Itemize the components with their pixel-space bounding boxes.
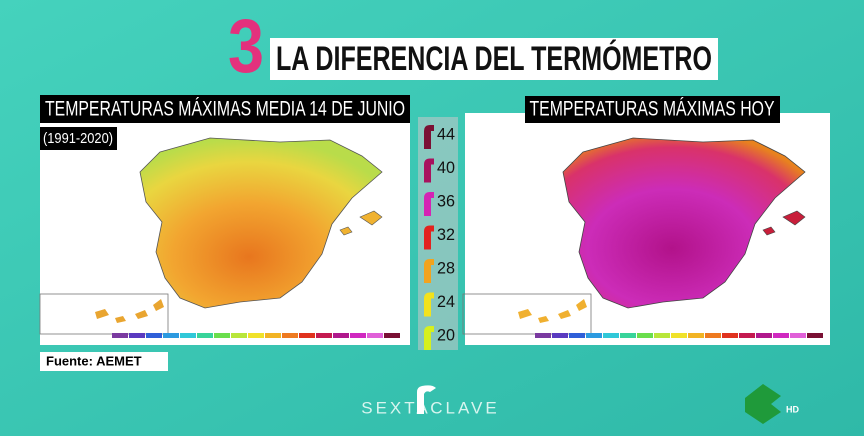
colorbar-swatch bbox=[129, 333, 145, 338]
map-title-box bbox=[40, 95, 410, 123]
map-title: TEMPERATURAS MÁXIMAS MEDIA 14 DE JUNIO bbox=[45, 98, 405, 121]
thermometer-icon bbox=[424, 125, 434, 149]
colorbar-swatch bbox=[333, 333, 349, 338]
title-box bbox=[270, 38, 718, 80]
colorbar-swatch bbox=[807, 333, 823, 338]
source: Fuente: AEMET bbox=[46, 353, 142, 368]
section-number: 3 bbox=[228, 4, 264, 89]
thermometer-icon bbox=[424, 292, 434, 317]
thermometer-icon bbox=[424, 158, 434, 183]
colorbar-swatch bbox=[603, 333, 619, 338]
map-title: TEMPERATURAS MÁXIMAS HOY bbox=[530, 98, 775, 121]
colorbar-swatch bbox=[282, 333, 298, 338]
colorbar-swatch bbox=[180, 333, 196, 338]
thermometer-icon bbox=[424, 225, 434, 250]
map bbox=[462, 137, 806, 335]
legend-label: 24 bbox=[437, 292, 455, 311]
thermometer-icon bbox=[424, 259, 434, 283]
colorbar-swatch bbox=[773, 333, 789, 338]
brand-left: SEXTA bbox=[361, 398, 430, 417]
colorbar-swatch bbox=[552, 333, 568, 338]
legend-label: 32 bbox=[437, 225, 455, 244]
colorbar-swatch bbox=[637, 333, 653, 338]
colorbar-swatch bbox=[688, 333, 704, 338]
colorbar-swatch bbox=[671, 333, 687, 338]
colorbar-swatch bbox=[620, 333, 636, 338]
thermometer-icon bbox=[424, 192, 434, 216]
colorbar-swatch bbox=[316, 333, 332, 338]
colorbar-swatch bbox=[367, 333, 383, 338]
colorbar bbox=[112, 333, 400, 338]
colorbar-swatch bbox=[535, 333, 551, 338]
colorbar-swatch bbox=[248, 333, 264, 338]
colorbar-swatch bbox=[756, 333, 772, 338]
colorbar-swatch bbox=[790, 333, 806, 338]
colorbar-swatch bbox=[214, 333, 230, 338]
legend: 44 40 36 32 28 24 20 bbox=[424, 124, 455, 350]
thermometer-icon bbox=[424, 326, 434, 350]
map bbox=[39, 137, 383, 335]
colorbar-swatch bbox=[705, 333, 721, 338]
colorbar-swatch bbox=[231, 333, 247, 338]
colorbar-swatch bbox=[384, 333, 400, 338]
colorbar-swatch bbox=[722, 333, 738, 338]
colorbar-swatch bbox=[586, 333, 602, 338]
colorbar-swatch bbox=[146, 333, 162, 338]
colorbar-swatch bbox=[265, 333, 281, 338]
colorbar-swatch bbox=[299, 333, 315, 338]
channel-logo bbox=[745, 384, 781, 424]
legend-label: 40 bbox=[437, 158, 455, 177]
colorbar bbox=[535, 333, 823, 338]
colorbar-swatch bbox=[112, 333, 128, 338]
colorbar-swatch bbox=[569, 333, 585, 338]
colorbar-swatch bbox=[197, 333, 213, 338]
colorbar-swatch bbox=[350, 333, 366, 338]
legend-label: 36 bbox=[437, 191, 455, 210]
period: (1991-2020) bbox=[43, 130, 113, 147]
legend-label: 20 bbox=[437, 325, 455, 344]
colorbar-swatch bbox=[739, 333, 755, 338]
title: LA DIFERENCIA DEL TERMÓMETRO bbox=[276, 40, 712, 78]
brand-logo bbox=[417, 385, 436, 414]
legend-label: 44 bbox=[437, 124, 455, 143]
colorbar-swatch bbox=[163, 333, 179, 338]
period-box bbox=[40, 127, 117, 150]
channel-tag: HD bbox=[786, 404, 799, 414]
source-box bbox=[40, 352, 168, 371]
colorbar-swatch bbox=[654, 333, 670, 338]
map-title-box bbox=[525, 96, 780, 123]
legend-label: 28 bbox=[437, 258, 455, 277]
brand-right: CLAVE bbox=[430, 398, 500, 417]
